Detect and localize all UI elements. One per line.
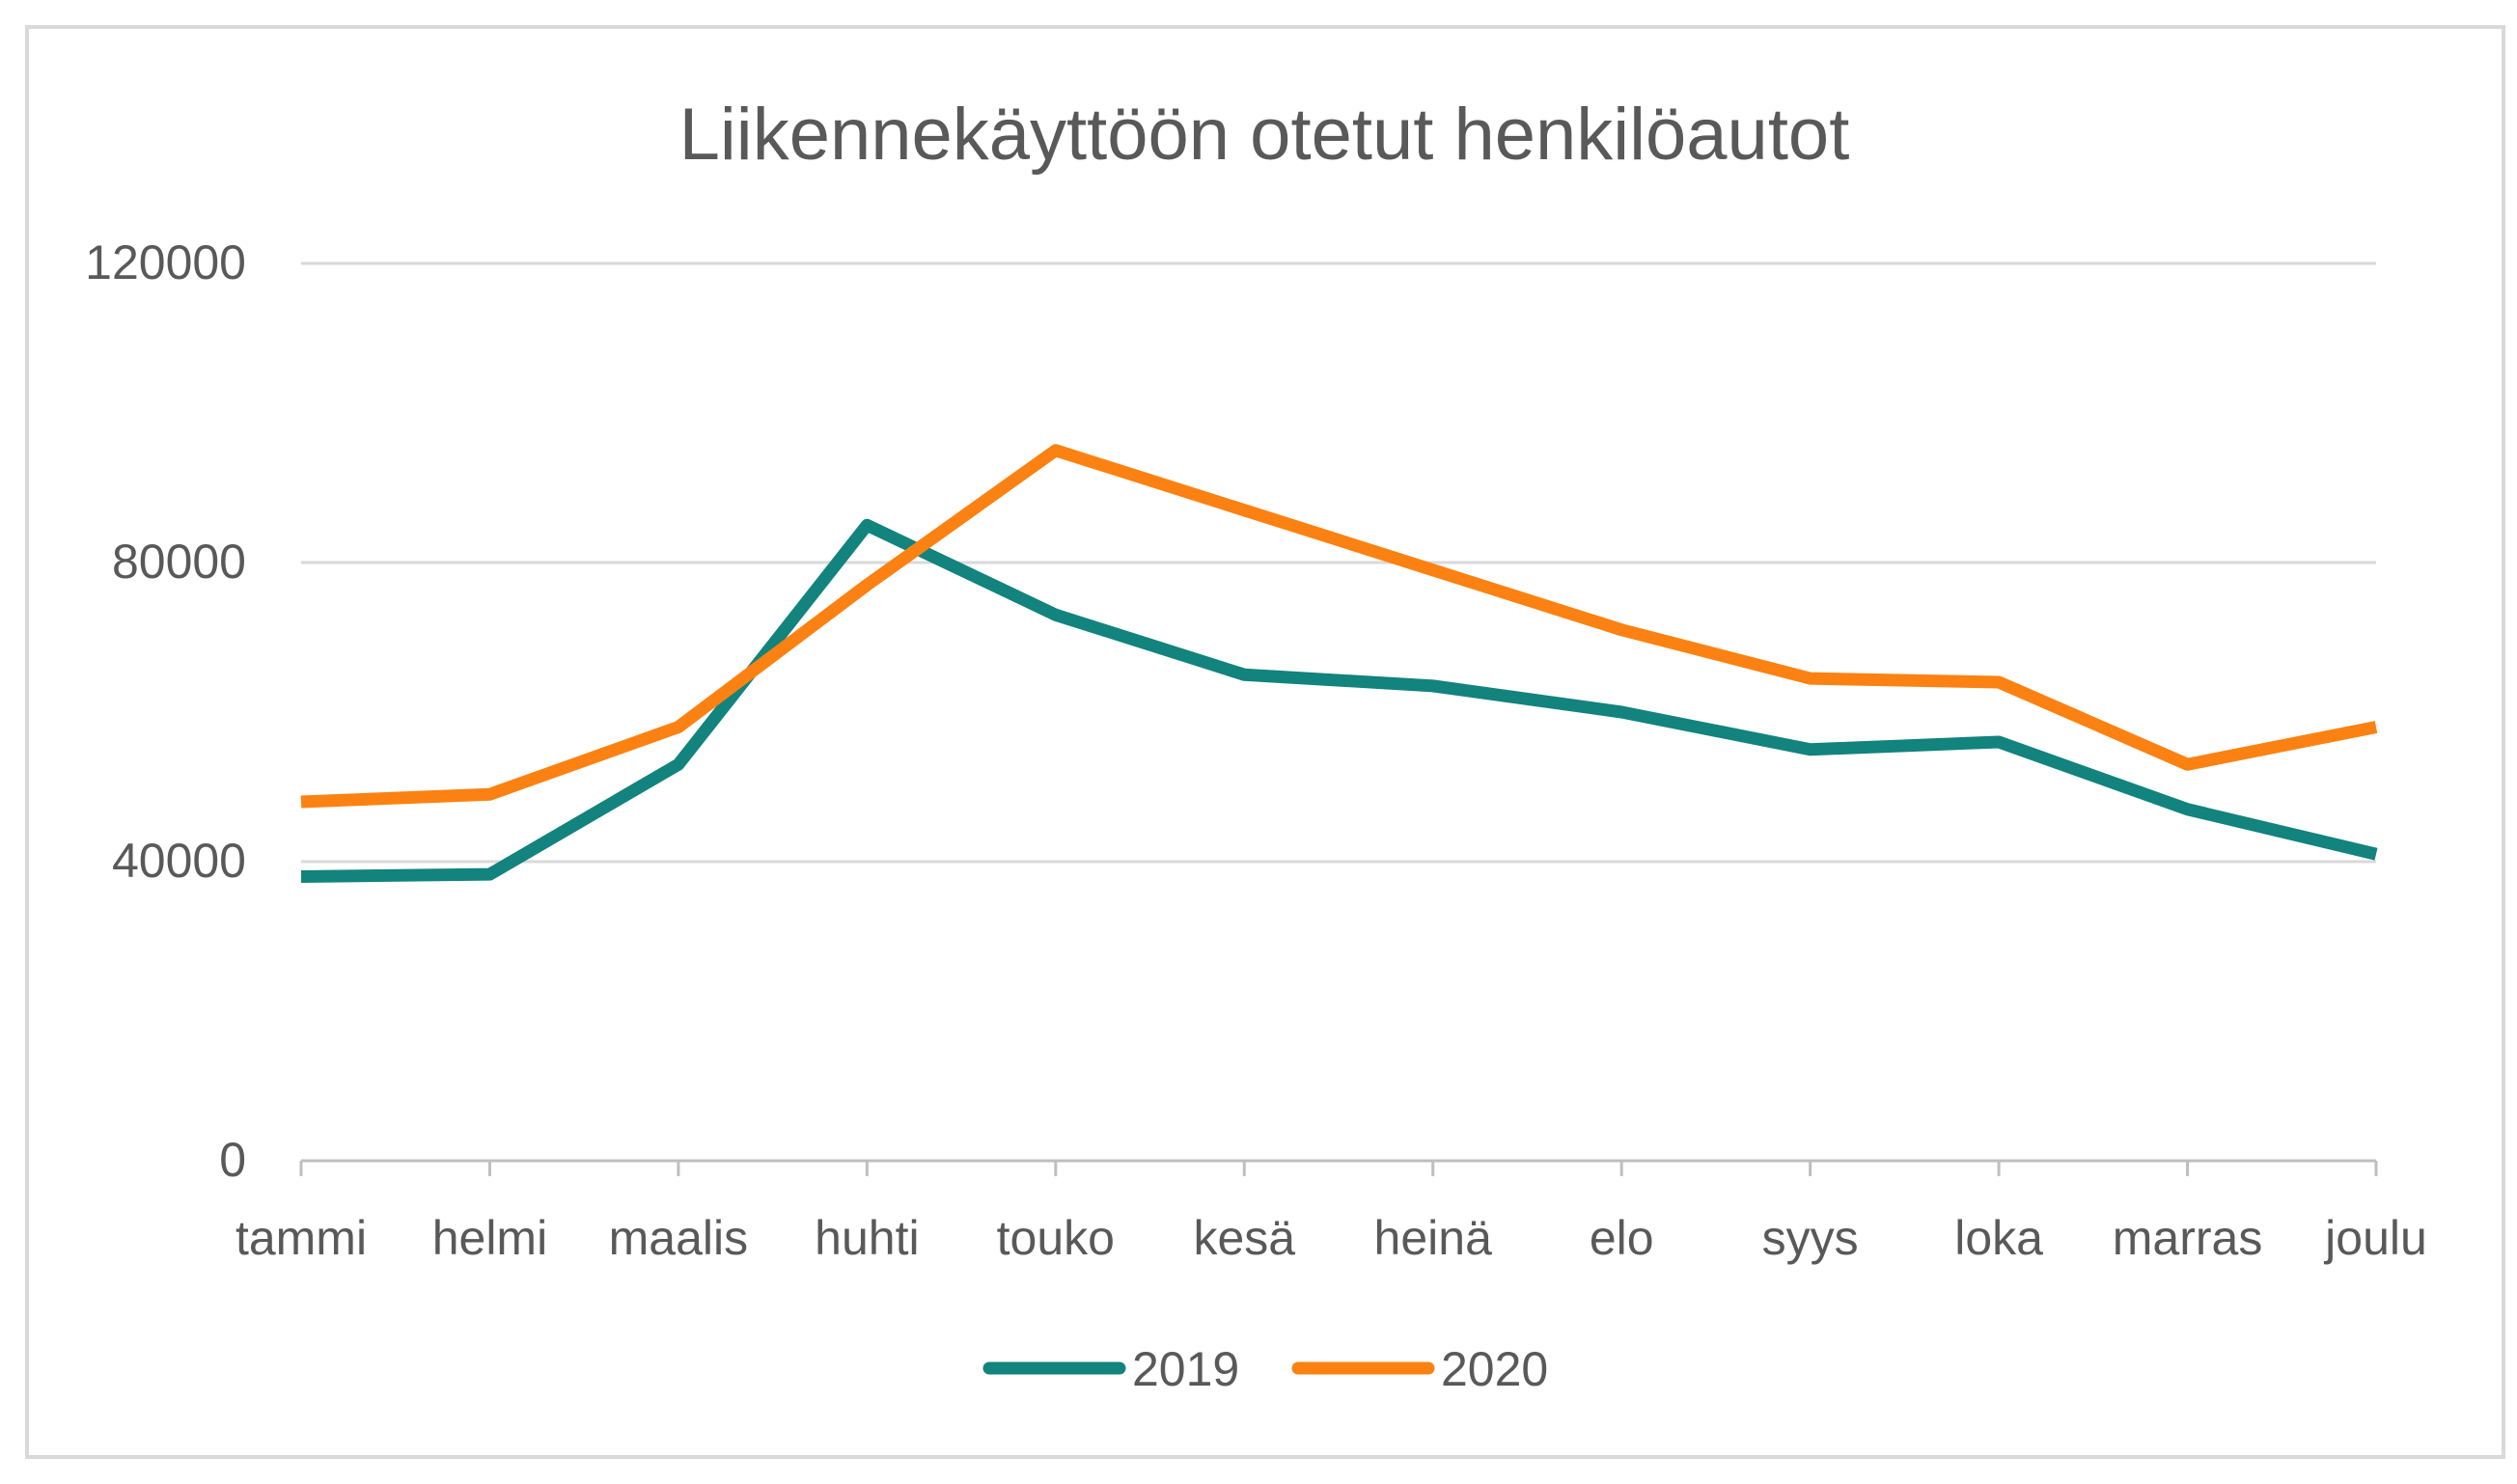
x-tick-label: marras [2113, 1211, 2263, 1265]
x-axis-tick-labels: tammi helmi maalis huhti touko kesä heinä elo sy… [235, 1211, 2427, 1265]
chart-title: Liikennekäyttöön otetut henkilöautot [679, 94, 1850, 176]
y-tick-label: 0 [219, 1133, 246, 1187]
legend-label-2019: 2019 [1132, 1342, 1239, 1396]
chart-border [25, 25, 2505, 1459]
x-tick-label: heinä [1374, 1211, 1493, 1265]
x-axis [299, 1159, 2378, 1176]
x-tick-label: touko [997, 1211, 1115, 1265]
x-tick-label: joulu [2323, 1211, 2427, 1265]
legend-label-2020: 2020 [1441, 1342, 1548, 1396]
x-tick-label: kesä [1193, 1211, 1295, 1265]
x-tick-label: elo [1590, 1211, 1654, 1265]
x-tick-label: helmi [432, 1211, 547, 1265]
y-tick-label: 40000 [112, 834, 246, 888]
x-tick-label: loka [1954, 1211, 2043, 1265]
x-tick-label: syys [1762, 1211, 1859, 1265]
y-axis-tick-labels: 0 40000 80000 120000 [85, 235, 246, 1187]
series-line-2020 [300, 444, 2378, 809]
series-lines [300, 444, 2378, 883]
legend: 2019 2020 [982, 1342, 1548, 1396]
y-tick-label: 120000 [85, 235, 246, 289]
x-tick-label: huhti [815, 1211, 919, 1265]
series-line-2019 [300, 518, 2378, 883]
x-tick-label: maalis [609, 1211, 748, 1265]
gridlines [301, 261, 2376, 864]
x-tick-label: tammi [235, 1211, 367, 1265]
y-tick-label: 80000 [112, 535, 246, 589]
